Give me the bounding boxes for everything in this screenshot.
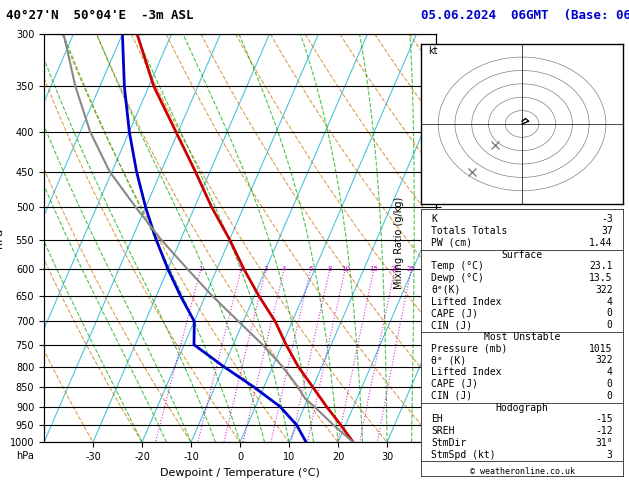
Text: Lifted Index: Lifted Index — [431, 296, 502, 307]
Text: CAPE (J): CAPE (J) — [431, 379, 479, 389]
Text: 4: 4 — [607, 296, 613, 307]
Text: 1015: 1015 — [589, 344, 613, 354]
Text: 05.06.2024  06GMT  (Base: 06): 05.06.2024 06GMT (Base: 06) — [421, 9, 629, 22]
Text: -3: -3 — [601, 214, 613, 225]
Text: 20: 20 — [391, 266, 399, 272]
Y-axis label: hPa: hPa — [0, 228, 4, 248]
Y-axis label: km
ASL: km ASL — [457, 229, 479, 247]
Text: θᵉ (K): θᵉ (K) — [431, 355, 467, 365]
Text: 13.5: 13.5 — [589, 273, 613, 283]
Text: CAPE (J): CAPE (J) — [431, 309, 479, 318]
Text: Lifted Index: Lifted Index — [431, 367, 502, 377]
Text: -15: -15 — [595, 414, 613, 424]
Text: Pressure (mb): Pressure (mb) — [431, 344, 508, 354]
Text: StmSpd (kt): StmSpd (kt) — [431, 450, 496, 460]
Text: 23.1: 23.1 — [589, 261, 613, 271]
Text: CIN (J): CIN (J) — [431, 320, 472, 330]
Text: Surface: Surface — [501, 250, 543, 260]
Text: 2: 2 — [239, 266, 243, 272]
Text: kt: kt — [428, 47, 438, 56]
Text: 4: 4 — [282, 266, 286, 272]
Text: © weatheronline.co.uk: © weatheronline.co.uk — [470, 467, 574, 476]
Text: 322: 322 — [595, 355, 613, 365]
Text: 4: 4 — [607, 367, 613, 377]
Text: 6: 6 — [308, 266, 313, 272]
Text: 15: 15 — [369, 266, 379, 272]
Text: CIN (J): CIN (J) — [431, 391, 472, 401]
Text: 322: 322 — [595, 285, 613, 295]
Text: 3: 3 — [607, 450, 613, 460]
Text: 40°27'N  50°04'E  -3m ASL: 40°27'N 50°04'E -3m ASL — [6, 9, 194, 22]
Text: 0: 0 — [607, 391, 613, 401]
Text: LCL: LCL — [444, 77, 459, 86]
Text: Totals Totals: Totals Totals — [431, 226, 508, 236]
Text: 37: 37 — [601, 226, 613, 236]
Text: Hodograph: Hodograph — [496, 402, 548, 413]
Text: 1.44: 1.44 — [589, 238, 613, 248]
X-axis label: Dewpoint / Temperature (°C): Dewpoint / Temperature (°C) — [160, 468, 320, 478]
Text: 25: 25 — [407, 266, 416, 272]
Text: 31°: 31° — [595, 438, 613, 448]
Text: θᵉ(K): θᵉ(K) — [431, 285, 461, 295]
Text: Mixing Ratio (g/kg): Mixing Ratio (g/kg) — [394, 197, 404, 289]
Text: EH: EH — [431, 414, 443, 424]
Text: Most Unstable: Most Unstable — [484, 332, 560, 342]
Text: StmDir: StmDir — [431, 438, 467, 448]
Text: 10: 10 — [341, 266, 350, 272]
Text: 3: 3 — [264, 266, 268, 272]
Text: 0: 0 — [607, 309, 613, 318]
Text: 0: 0 — [607, 320, 613, 330]
Text: Dewp (°C): Dewp (°C) — [431, 273, 484, 283]
Text: 0: 0 — [607, 379, 613, 389]
Text: SREH: SREH — [431, 426, 455, 436]
Text: PW (cm): PW (cm) — [431, 238, 472, 248]
Text: Temp (°C): Temp (°C) — [431, 261, 484, 271]
Text: 8: 8 — [328, 266, 332, 272]
Text: hPa: hPa — [16, 451, 35, 461]
Text: -12: -12 — [595, 426, 613, 436]
Text: 1: 1 — [199, 266, 203, 272]
Text: K: K — [431, 214, 437, 225]
